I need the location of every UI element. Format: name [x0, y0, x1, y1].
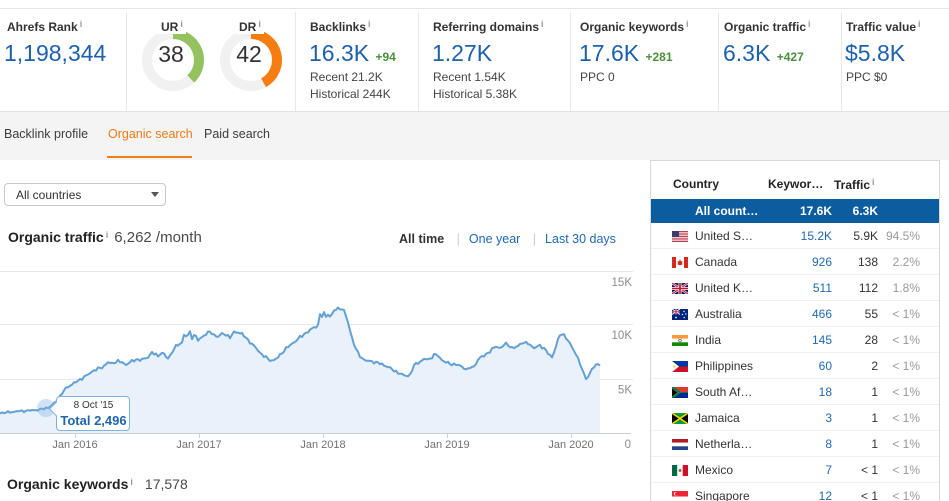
svg-text:0: 0: [625, 439, 631, 451]
svg-text:Jan 2017: Jan 2017: [176, 439, 221, 451]
svg-text:10K: 10K: [612, 330, 633, 342]
svg-text:Jan 2020: Jan 2020: [548, 439, 593, 451]
svg-text:Jan 2019: Jan 2019: [424, 439, 469, 451]
svg-text:Jan 2016: Jan 2016: [52, 439, 97, 451]
svg-text:Jan 2018: Jan 2018: [300, 439, 345, 451]
svg-text:5K: 5K: [618, 385, 632, 397]
svg-text:15K: 15K: [612, 277, 633, 289]
